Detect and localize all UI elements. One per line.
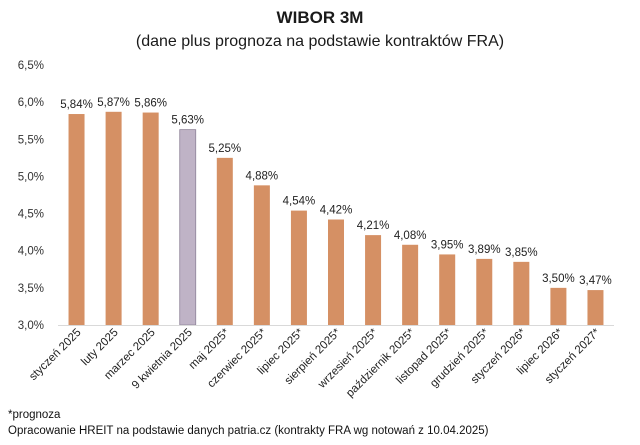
data-label: 3,89% [468,244,501,256]
y-tick-label: 5,5% [18,134,44,146]
x-tick-label: styczeń 2025 [27,327,83,383]
data-label: 5,86% [134,98,167,110]
bar [439,254,456,325]
chart-title: WIBOR 3M [276,8,364,27]
data-label: 3,47% [579,275,612,287]
bar [328,219,344,325]
y-tick-label: 4,5% [18,209,44,221]
bar [142,112,159,326]
bar [290,210,307,325]
y-tick-label: 3,5% [18,283,44,295]
chart-subtitle: (dane plus prognoza na podstawie kontrak… [135,33,505,50]
data-label: 3,50% [542,273,575,285]
bar [587,290,604,325]
data-label: 4,08% [394,230,427,242]
data-label: 4,54% [283,196,316,208]
forecast-footnote: *prognoza [8,409,61,421]
source-note: Opracowanie HREIT na podstawie danych pa… [8,425,489,437]
bar [550,287,567,325]
data-label: 5,63% [171,115,204,127]
y-tick-label: 6,5% [18,60,44,72]
bar [253,185,270,325]
data-label: 5,84% [60,99,93,111]
bar [476,258,493,325]
y-tick-label: 3,0% [18,320,44,332]
bar [365,235,382,325]
data-label: 5,87% [97,97,130,109]
data-label: 3,95% [431,239,464,251]
bar [402,244,419,325]
bar [105,111,122,325]
data-label: 4,42% [320,205,353,217]
x-tick-label: październik 2025* [344,326,418,400]
data-label: 3,85% [505,247,538,259]
bar [68,114,85,326]
y-tick-label: 4,0% [18,246,44,258]
data-label: 5,25% [208,143,241,155]
bar [179,129,197,326]
bar [513,261,530,325]
data-label: 4,88% [246,170,279,182]
y-tick-label: 6,0% [18,97,44,109]
bar [216,157,233,325]
data-label: 4,21% [357,220,390,232]
y-tick-label: 5,0% [18,171,44,183]
